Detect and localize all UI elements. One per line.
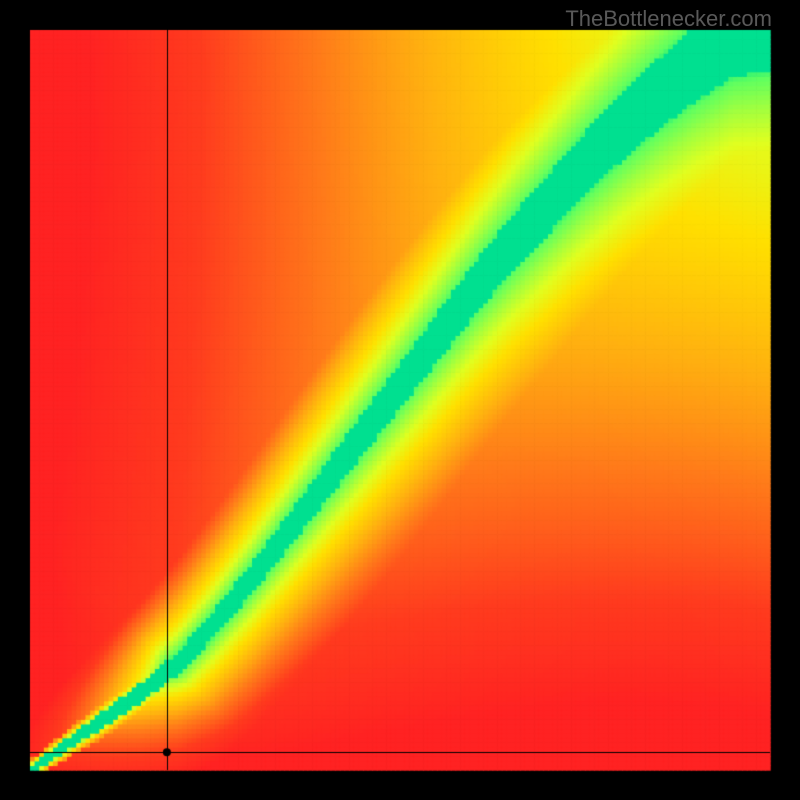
figure-root: TheBottlenecker.com bbox=[0, 0, 800, 800]
watermark-text: TheBottlenecker.com bbox=[565, 6, 772, 32]
bottleneck-heatmap-canvas bbox=[0, 0, 800, 800]
